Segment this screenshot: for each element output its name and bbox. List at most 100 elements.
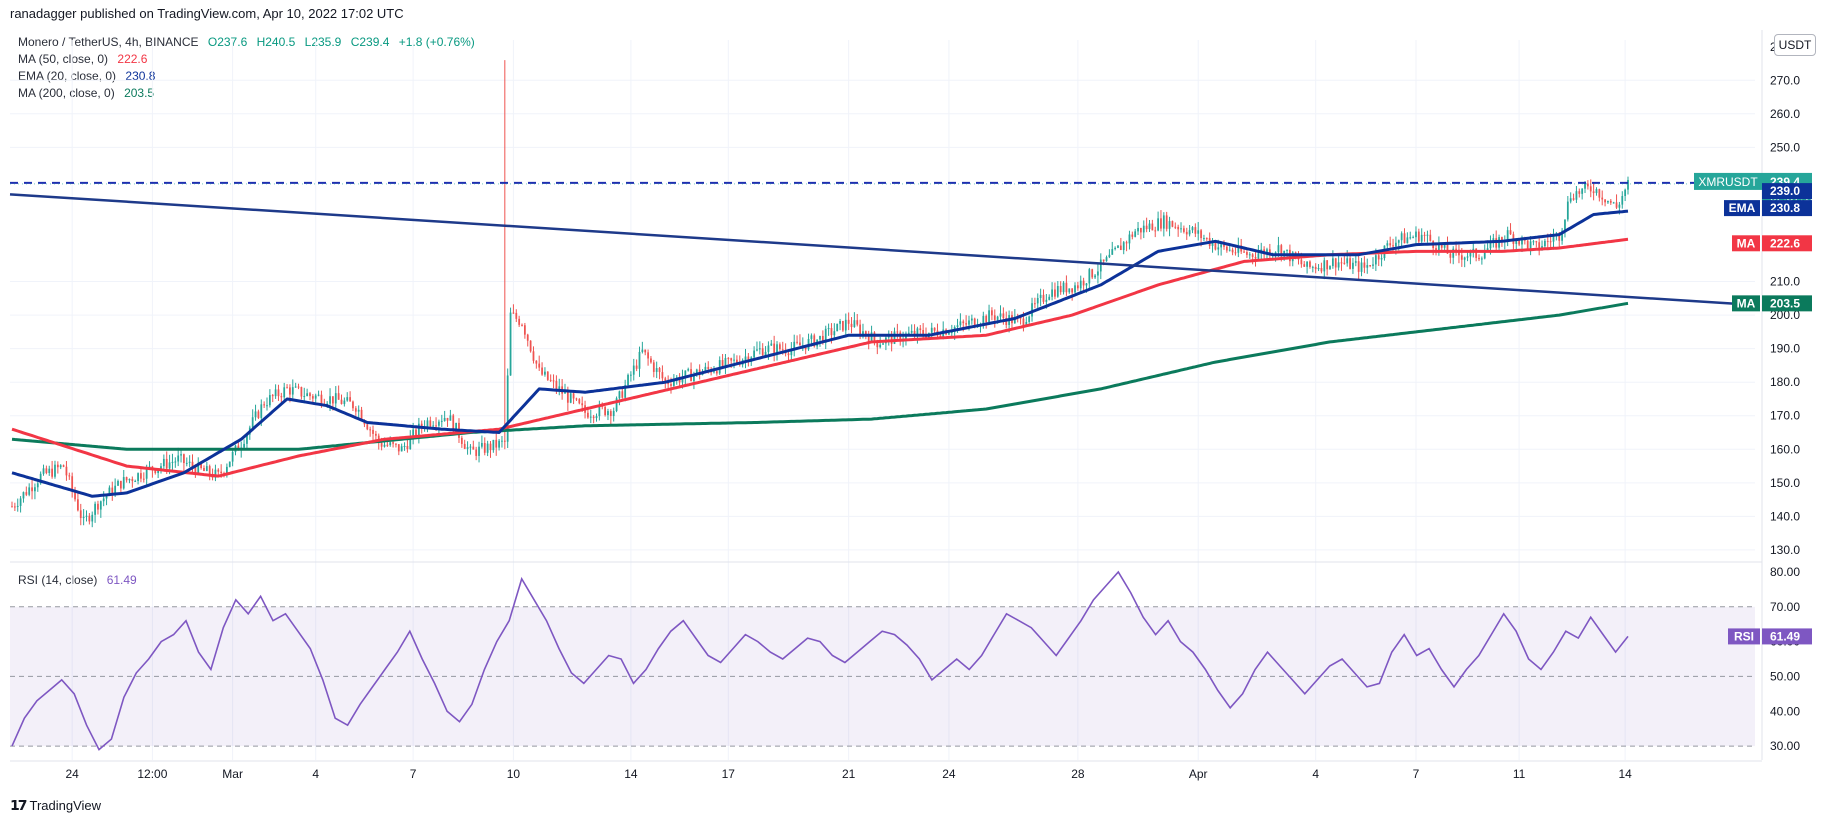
candle — [988, 304, 990, 323]
candle — [1589, 179, 1592, 198]
candle-body — [1251, 254, 1254, 257]
ohlc-close: C239.4 — [350, 35, 390, 49]
candle — [595, 413, 598, 422]
candle-body — [959, 321, 962, 326]
candle — [1071, 288, 1074, 301]
candle-body — [1300, 259, 1303, 265]
candle-body — [277, 389, 280, 397]
candle-body — [564, 392, 566, 394]
candle-body — [94, 503, 96, 515]
candle-body — [1274, 252, 1277, 254]
candle — [738, 355, 741, 367]
candle-body — [1211, 242, 1214, 246]
candle — [796, 335, 798, 345]
candle-body — [672, 380, 675, 386]
candle-body — [460, 437, 463, 444]
candle — [74, 486, 76, 502]
candle-body — [1125, 242, 1128, 244]
candle-body — [988, 310, 990, 323]
ma200-badge-value: 203.5 — [1770, 296, 1800, 310]
tradingview-logo[interactable]: 𝟭𝟳 TradingView — [10, 797, 101, 814]
candle-body — [847, 319, 850, 324]
candle-body — [618, 391, 621, 399]
candle-body — [707, 366, 710, 370]
candle-body — [827, 328, 830, 330]
currency-button[interactable]: USDT — [1774, 34, 1816, 56]
candle — [400, 443, 403, 452]
candle — [1343, 255, 1346, 265]
candle — [552, 374, 555, 389]
candle — [756, 341, 758, 352]
candle-body — [844, 319, 847, 331]
candle — [1079, 275, 1082, 294]
rsi-legend[interactable]: RSI (14, close) 61.49 — [18, 573, 137, 587]
candle — [1598, 188, 1601, 202]
candle-body — [1558, 233, 1561, 241]
candle-body — [332, 396, 334, 404]
candle — [965, 315, 968, 328]
candle-body — [31, 487, 33, 492]
candle-body — [1392, 245, 1394, 247]
time-tick-label: 21 — [842, 767, 856, 781]
legend-ma200[interactable]: MA (200, close, 0) 203.5 — [18, 86, 154, 100]
candle-body — [254, 411, 257, 418]
candle — [1105, 255, 1108, 262]
candle-body — [246, 434, 248, 444]
candle-body — [22, 492, 25, 499]
candle-body — [1122, 242, 1125, 251]
candle-body — [770, 343, 773, 346]
candle-body — [546, 371, 549, 380]
rsi-legend-value: 61.49 — [106, 573, 137, 587]
candle — [1171, 220, 1174, 228]
candle-body — [604, 406, 606, 416]
candle-body — [999, 313, 1002, 317]
candle — [392, 441, 394, 448]
candle — [652, 359, 655, 378]
candle — [847, 312, 850, 331]
candle-body — [607, 411, 609, 416]
candle-body — [1466, 256, 1469, 258]
candle — [661, 365, 664, 382]
candle-body — [1578, 191, 1581, 194]
legend-ma50[interactable]: MA (50, close, 0) 222.6 — [18, 52, 147, 66]
candle — [306, 388, 309, 397]
candle-body — [1429, 234, 1432, 241]
candle-body — [529, 340, 532, 352]
candle-body — [1297, 258, 1300, 260]
candle-body — [271, 395, 274, 397]
candle — [205, 461, 208, 472]
candle-body — [157, 469, 160, 474]
candle-body — [1357, 261, 1360, 272]
price-tick-label: 250.0 — [1770, 140, 1800, 154]
candle-body — [346, 397, 349, 401]
candle-body — [650, 358, 652, 363]
rsi-tick-label: 30.00 — [1770, 739, 1800, 753]
candle — [778, 342, 781, 352]
candle-body — [481, 443, 483, 447]
candle-body — [515, 312, 518, 319]
candle — [1380, 254, 1383, 267]
candle-body — [1572, 198, 1575, 200]
candle — [615, 396, 618, 413]
candle — [56, 461, 59, 474]
candle-body — [1228, 249, 1231, 251]
candle-body — [294, 386, 297, 388]
legend-ma50-label: MA (50, close, 0) — [18, 52, 109, 66]
candle-body — [509, 312, 512, 376]
candle-body — [36, 483, 39, 488]
candle-body — [1036, 297, 1039, 304]
candle-body — [1234, 252, 1237, 254]
candle-body — [503, 440, 506, 442]
candle — [1432, 240, 1435, 256]
candle — [1357, 255, 1360, 280]
candle-body — [160, 466, 162, 470]
candle — [1552, 228, 1555, 250]
time-tick-label: 10 — [507, 767, 521, 781]
candle-body — [1380, 258, 1383, 260]
legend-ema20[interactable]: EMA (20, close, 0) 230.8 — [18, 69, 155, 83]
candle-body — [1223, 244, 1225, 247]
candle-body — [409, 436, 412, 450]
candle — [1340, 257, 1343, 271]
candle-body — [842, 320, 844, 331]
candle — [349, 391, 351, 402]
